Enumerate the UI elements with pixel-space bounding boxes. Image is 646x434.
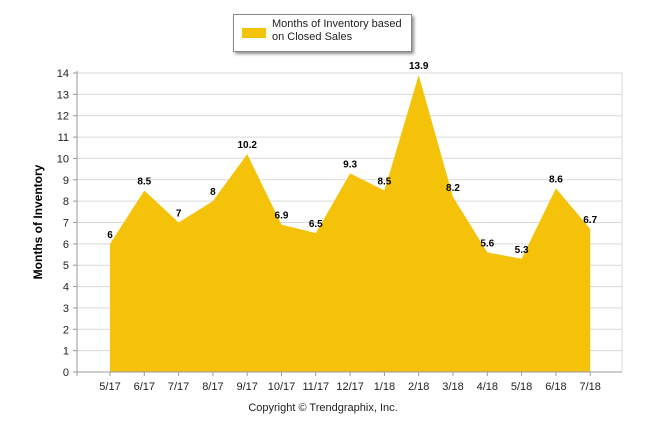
axes [73, 71, 622, 376]
data-label-6/18: 8.6 [549, 174, 563, 185]
y-tick-label-13: 13 [57, 89, 69, 101]
y-tick-label-9: 9 [63, 175, 69, 187]
data-label-4/18: 5.6 [480, 238, 494, 249]
data-label-10/17: 6.9 [275, 211, 289, 222]
y-tick-label-10: 10 [57, 153, 69, 165]
data-label-3/18: 8.2 [446, 183, 460, 194]
y-tick-label-11: 11 [58, 132, 69, 144]
y-tick-label-3: 3 [63, 303, 69, 315]
x-tick-label-4/18: 4/18 [477, 381, 498, 393]
data-label-2/18: 13.9 [409, 61, 429, 72]
x-tick-label-7/17: 7/17 [168, 381, 189, 393]
data-label-5/17: 6 [107, 230, 113, 241]
x-tick-label-12/17: 12/17 [336, 381, 364, 393]
x-tick-label-6/17: 6/17 [134, 381, 155, 393]
data-label-12/17: 9.3 [343, 159, 357, 170]
x-tick-label-1/18: 1/18 [374, 381, 395, 393]
y-tick-label-1: 1 [63, 346, 69, 358]
y-axis-label: Months of Inventory [31, 164, 45, 280]
data-label-7/18: 6.7 [583, 215, 597, 226]
y-tick-label-6: 6 [63, 239, 69, 251]
data-label-7/17: 7 [176, 209, 182, 220]
x-tick-label-7/18: 7/18 [579, 381, 600, 393]
x-tick-labels: 5/17 6/17 7/17 8/17 9/17 10/17 11/17 12/17 1/18 2… [99, 381, 601, 393]
x-tick-label-8/17: 8/17 [202, 381, 223, 393]
x-tick-label-3/18: 3/18 [442, 381, 463, 393]
x-tick-label-11/17: 11/17 [302, 381, 329, 393]
y-tick-label-2: 2 [63, 324, 69, 336]
legend-swatch [242, 28, 266, 38]
data-label-5/18: 5.3 [515, 245, 529, 256]
y-tick-label-0: 0 [63, 367, 69, 379]
x-tick-label-5/18: 5/18 [511, 381, 532, 393]
y-tick-label-12: 12 [57, 111, 69, 123]
data-labels: 6 8.5 7 8 10.2 6.9 6.5 9.3 8.5 13.9 8.2 5.6 5.3 8.6 6.… [107, 61, 597, 256]
y-tick-label-4: 4 [63, 282, 69, 294]
x-tick-label-5/17: 5/17 [99, 381, 120, 393]
y-tick-label-7: 7 [63, 218, 69, 230]
area-series [109, 75, 591, 372]
y-tick-label-5: 5 [63, 260, 69, 272]
data-label-8/17: 8 [210, 187, 216, 198]
x-tick-label-10/17: 10/17 [268, 381, 296, 393]
x-tick-label-6/18: 6/18 [545, 381, 566, 393]
area-fill [110, 75, 591, 372]
copyright-text: Copyright © Trendgraphix, Inc. [248, 402, 398, 414]
data-label-11/17: 6.5 [309, 219, 323, 230]
legend: Months of Inventory based on Closed Sale… [233, 14, 412, 52]
data-label-6/17: 8.5 [137, 176, 151, 187]
y-tick-label-8: 8 [63, 196, 69, 208]
legend-label: Months of Inventory based on Closed Sale… [272, 18, 402, 43]
x-tick-label-2/18: 2/18 [408, 381, 429, 393]
y-tick-label-14: 14 [57, 68, 69, 80]
data-label-1/18: 8.5 [377, 176, 391, 187]
data-label-9/17: 10.2 [237, 140, 257, 151]
x-tick-label-9/17: 9/17 [236, 381, 257, 393]
